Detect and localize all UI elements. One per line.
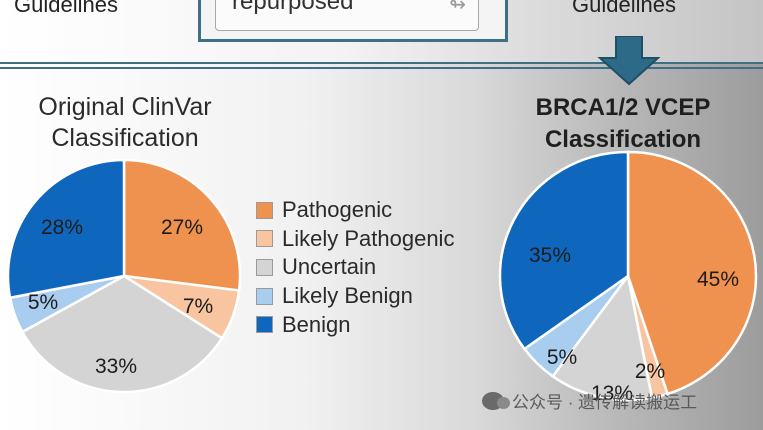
- legend-item-likely-benign: Likely Benign: [256, 282, 454, 311]
- pie-label-benign: 28%: [41, 216, 83, 239]
- guidelines-right-label: Guidelines: [572, 0, 676, 17]
- divider-line-top: [0, 62, 763, 64]
- legend-label: Pathogenic: [282, 197, 393, 223]
- down-arrow-icon: [597, 36, 661, 86]
- wechat-icon: [482, 391, 510, 410]
- pie-label-likely-pathogenic: 2%: [635, 360, 665, 383]
- legend-swatch: [256, 201, 273, 219]
- original-clinvar-title: Original ClinVar Classification: [38, 93, 212, 152]
- pie-slice-pathogenic: [626, 150, 758, 396]
- pie-label-uncertain: 33%: [95, 355, 137, 378]
- original-clinvar-pie: 27% 7% 33% 5% 28%: [6, 158, 242, 394]
- pie-slice-benign: [498, 150, 630, 351]
- vcep-pie: 45% 2%13% 5% 35%: [498, 150, 758, 405]
- pie-label-likely-pathogenic: 7%: [183, 295, 213, 318]
- legend-label: Likely Pathogenic: [282, 225, 455, 251]
- pie-slice-uncertain: [550, 273, 654, 402]
- pie-label-benign: 35%: [529, 244, 571, 267]
- repurposed-label: repurposed: [232, 0, 354, 15]
- legend-swatch: [256, 316, 273, 334]
- pie-slice-benign: [6, 158, 126, 300]
- legend-label: Benign: [282, 311, 351, 337]
- legend-label: Uncertain: [282, 254, 377, 280]
- legend-item-uncertain: Uncertain: [256, 253, 454, 282]
- link-arrow-icon: ↬: [449, 0, 466, 16]
- guidelines-left-label: Guidelines: [14, 0, 118, 17]
- watermark-text: 公众号 · 遗传解读搬运工: [512, 393, 698, 412]
- repurposed-field: repurposed ↬: [215, 0, 479, 31]
- legend-item-benign: Benign: [256, 310, 454, 339]
- pie-label-likely-benign: 5%: [547, 346, 577, 369]
- pie-label-pathogenic: 45%: [697, 268, 739, 291]
- legend-item-likely-pathogenic: Likely Pathogenic: [256, 225, 454, 254]
- legend-swatch: [256, 230, 273, 248]
- repurposed-box: repurposed ↬: [198, 0, 508, 42]
- watermark: 公众号 · 遗传解读搬运工: [482, 388, 697, 413]
- pie-label-likely-benign: 5%: [28, 291, 58, 314]
- legend-swatch: [256, 287, 273, 305]
- divider-line-bottom: [0, 67, 763, 69]
- legend-label: Likely Benign: [282, 283, 413, 309]
- legend-swatch: [256, 258, 273, 276]
- pie-label-uncertain: 13%: [591, 382, 633, 405]
- pie-slice-pathogenic: [122, 158, 242, 292]
- legend: Pathogenic Likely Pathogenic Uncertain L…: [256, 196, 454, 339]
- legend-item-pathogenic: Pathogenic: [256, 196, 454, 225]
- pie-label-pathogenic: 27%: [161, 216, 203, 239]
- vcep-title: BRCA1/2 VCEP Classification: [535, 94, 711, 153]
